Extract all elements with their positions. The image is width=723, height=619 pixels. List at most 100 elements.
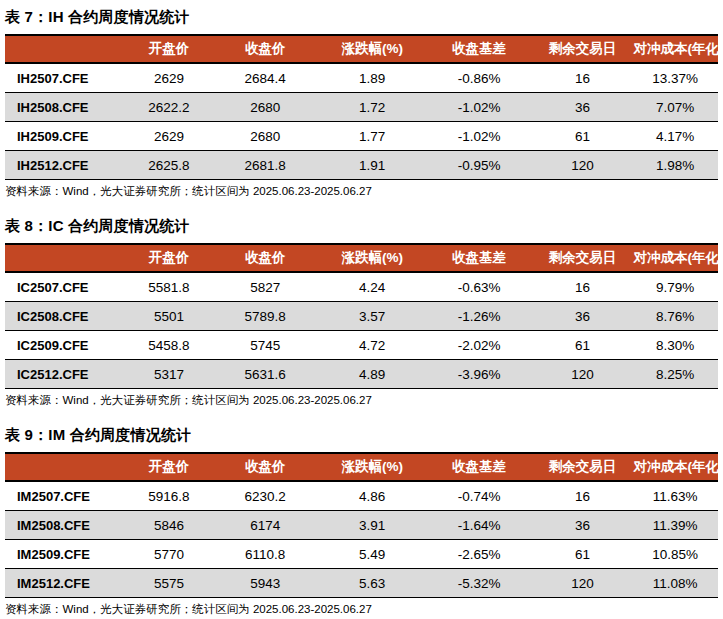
table-row: IM2507.CFE5916.86230.24.86-0.74%1611.63% (5, 481, 718, 511)
contract-name-cell: IM2509.CFE (5, 540, 126, 569)
value-cell: 4.86 (319, 481, 426, 511)
value-cell: 2625.8 (126, 151, 212, 180)
table-row: IM2508.CFE584661743.91-1.64%3611.39% (5, 511, 718, 540)
value-cell: 2629 (126, 63, 212, 93)
value-cell: 9.79% (632, 272, 718, 302)
value-cell: 1.77 (319, 122, 426, 151)
value-cell: 5.63 (319, 569, 426, 598)
value-cell: 5789.8 (212, 302, 319, 331)
report-page: 表 7：IH 合约周度情况统计 开盘价收盘价涨跌幅(%)收盘基差剩余交易日对冲成… (0, 0, 723, 619)
value-cell: 3.57 (319, 302, 426, 331)
value-cell: 5575 (126, 569, 212, 598)
table-body: IC2507.CFE5581.858274.24-0.63%169.79%IC2… (5, 272, 718, 389)
column-header: 剩余交易日 (533, 35, 633, 63)
value-cell: 11.08% (632, 569, 718, 598)
column-header: 涨跌幅(%) (319, 453, 426, 481)
value-cell: 4.24 (319, 272, 426, 302)
value-cell: 3.91 (319, 511, 426, 540)
column-header: 收盘基差 (426, 453, 533, 481)
value-cell: 5581.8 (126, 272, 212, 302)
value-cell: -1.64% (426, 511, 533, 540)
value-cell: -2.65% (426, 540, 533, 569)
column-header: 收盘基差 (426, 244, 533, 272)
contract-name-cell: IM2508.CFE (5, 511, 126, 540)
value-cell: 4.89 (319, 360, 426, 389)
column-header: 对冲成本(年化) (632, 35, 718, 63)
table-title: 表 9：IM 合约周度情况统计 (5, 420, 718, 452)
contract-name-cell: IH2508.CFE (5, 93, 126, 122)
table-row: IC2512.CFE53175631.64.89-3.96%1208.25% (5, 360, 718, 389)
value-cell: 2680 (212, 93, 319, 122)
value-cell: -0.63% (426, 272, 533, 302)
value-cell: 5631.6 (212, 360, 319, 389)
value-cell: -3.96% (426, 360, 533, 389)
table-row: IH2508.CFE2622.226801.72-1.02%367.07% (5, 93, 718, 122)
value-cell: 120 (533, 151, 633, 180)
column-header: 开盘价 (126, 35, 212, 63)
column-header: 收盘基差 (426, 35, 533, 63)
value-cell: -5.32% (426, 569, 533, 598)
table-row: IC2507.CFE5581.858274.24-0.63%169.79% (5, 272, 718, 302)
value-cell: 61 (533, 540, 633, 569)
contract-name-cell: IM2507.CFE (5, 481, 126, 511)
value-cell: 2629 (126, 122, 212, 151)
value-cell: -0.74% (426, 481, 533, 511)
value-cell: 61 (533, 122, 633, 151)
table-header-row: 开盘价收盘价涨跌幅(%)收盘基差剩余交易日对冲成本(年化) (5, 35, 718, 63)
contract-name-cell: IC2512.CFE (5, 360, 126, 389)
table-header-row: 开盘价收盘价涨跌幅(%)收盘基差剩余交易日对冲成本(年化) (5, 244, 718, 272)
value-cell: 1.89 (319, 63, 426, 93)
value-cell: 8.76% (632, 302, 718, 331)
value-cell: 5827 (212, 272, 319, 302)
value-cell: 5458.8 (126, 331, 212, 360)
value-cell: 36 (533, 93, 633, 122)
table-row: IM2509.CFE57706110.85.49-2.65%6110.85% (5, 540, 718, 569)
value-cell: 5.49 (319, 540, 426, 569)
contract-name-cell: IC2509.CFE (5, 331, 126, 360)
column-header: 涨跌幅(%) (319, 244, 426, 272)
value-cell: 4.17% (632, 122, 718, 151)
im-weekly-table: 开盘价收盘价涨跌幅(%)收盘基差剩余交易日对冲成本(年化) IM2507.CFE… (5, 452, 718, 598)
value-cell: -1.26% (426, 302, 533, 331)
value-cell: 2681.8 (212, 151, 319, 180)
value-cell: 11.39% (632, 511, 718, 540)
table-row: IM2512.CFE557559435.63-5.32%12011.08% (5, 569, 718, 598)
value-cell: 13.37% (632, 63, 718, 93)
value-cell: 120 (533, 360, 633, 389)
table-block-ic: 表 8：IC 合约周度情况统计 开盘价收盘价涨跌幅(%)收盘基差剩余交易日对冲成… (5, 211, 718, 420)
value-cell: 5943 (212, 569, 319, 598)
value-cell: 2680 (212, 122, 319, 151)
column-header: 对冲成本(年化) (632, 453, 718, 481)
table-block-ih: 表 7：IH 合约周度情况统计 开盘价收盘价涨跌幅(%)收盘基差剩余交易日对冲成… (5, 2, 718, 211)
column-header: 收盘价 (212, 244, 319, 272)
value-cell: 16 (533, 272, 633, 302)
value-cell: 5770 (126, 540, 212, 569)
value-cell: 5317 (126, 360, 212, 389)
value-cell: 7.07% (632, 93, 718, 122)
column-header: 开盘价 (126, 453, 212, 481)
value-cell: 16 (533, 63, 633, 93)
contract-name-cell: IC2508.CFE (5, 302, 126, 331)
value-cell: 36 (533, 302, 633, 331)
value-cell: 6174 (212, 511, 319, 540)
contract-name-cell: IH2507.CFE (5, 63, 126, 93)
value-cell: 5846 (126, 511, 212, 540)
value-cell: 4.72 (319, 331, 426, 360)
table-row: IC2509.CFE5458.857454.72-2.02%618.30% (5, 331, 718, 360)
value-cell: 61 (533, 331, 633, 360)
value-cell: 16 (533, 481, 633, 511)
value-cell: 6110.8 (212, 540, 319, 569)
table-title: 表 7：IH 合约周度情况统计 (5, 2, 718, 34)
value-cell: 8.25% (632, 360, 718, 389)
value-cell: 1.98% (632, 151, 718, 180)
column-header: 对冲成本(年化) (632, 244, 718, 272)
contract-name-cell: IH2509.CFE (5, 122, 126, 151)
table-row: IH2512.CFE2625.82681.81.91-0.95%1201.98% (5, 151, 718, 180)
table-title: 表 8：IC 合约周度情况统计 (5, 211, 718, 243)
value-cell: -2.02% (426, 331, 533, 360)
ic-weekly-table: 开盘价收盘价涨跌幅(%)收盘基差剩余交易日对冲成本(年化) IC2507.CFE… (5, 243, 718, 389)
value-cell: 2622.2 (126, 93, 212, 122)
value-cell: -0.86% (426, 63, 533, 93)
header-empty-cell (5, 244, 126, 272)
value-cell: 10.85% (632, 540, 718, 569)
